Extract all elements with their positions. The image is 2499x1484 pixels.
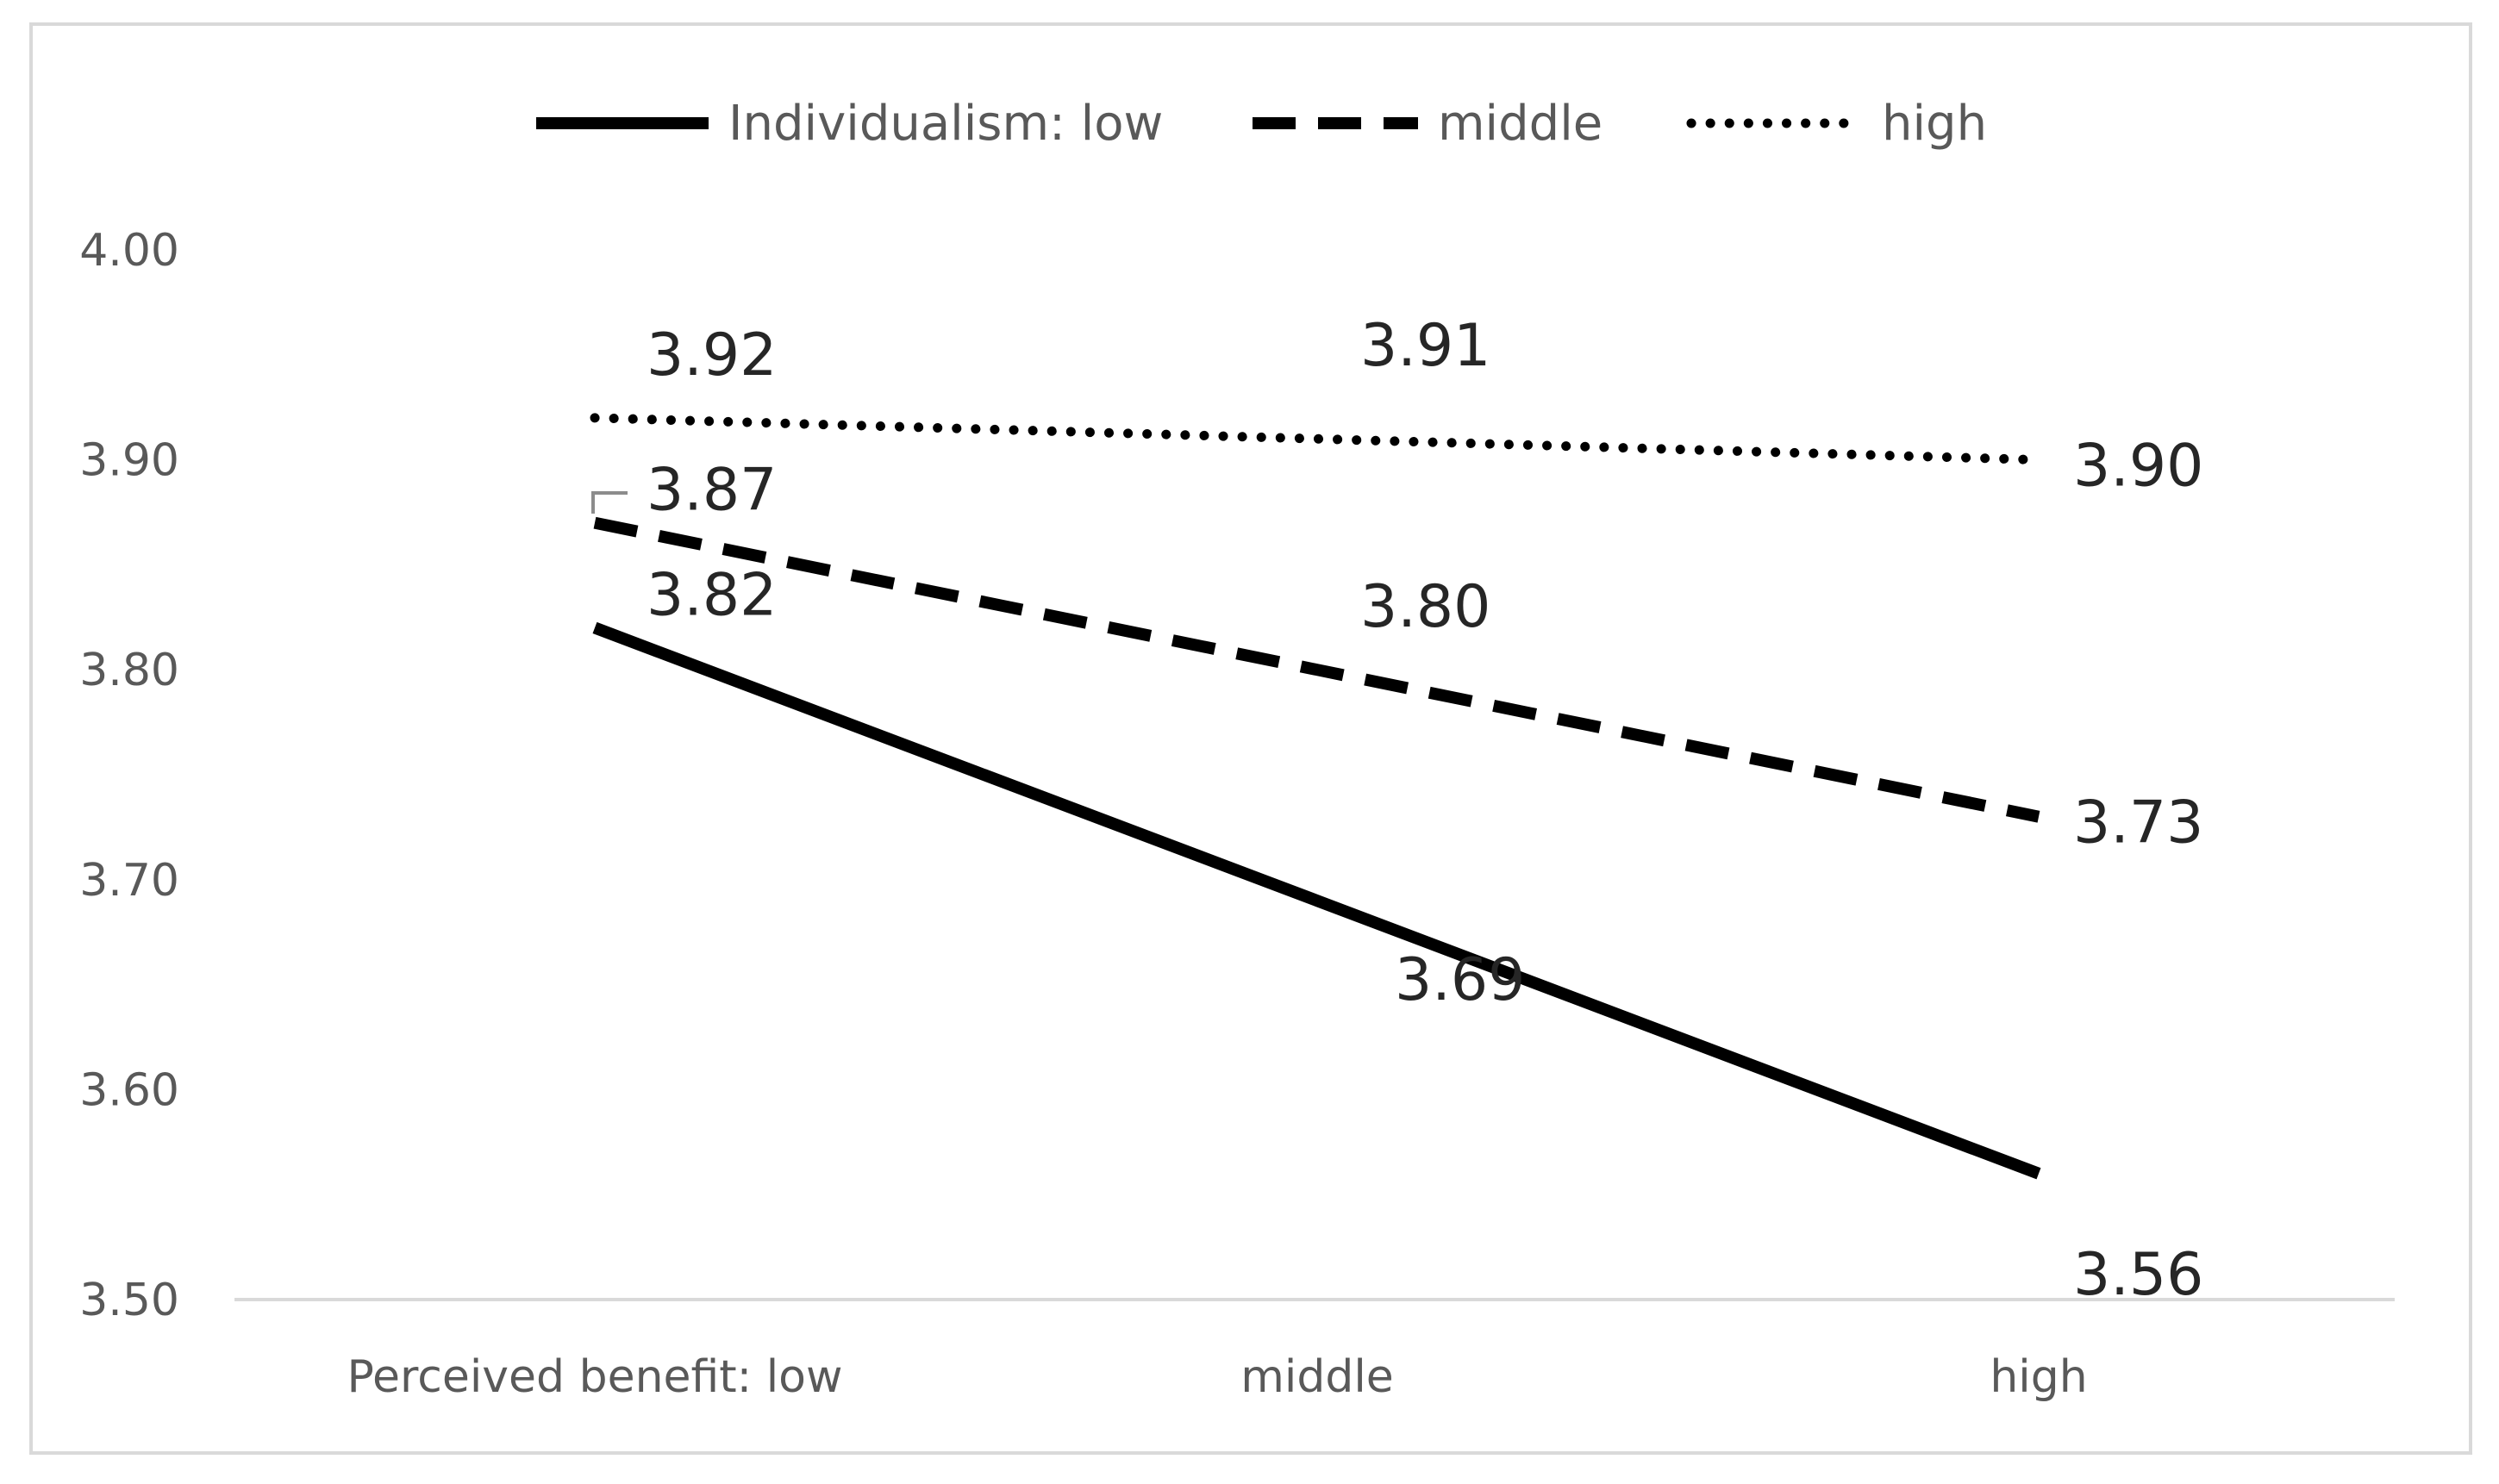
y-axis-ticks: 4.00 3.90 3.80 3.70 3.60 3.50 bbox=[79, 225, 179, 1326]
data-label: 3.73 bbox=[2073, 789, 2203, 857]
data-label: 3.90 bbox=[2073, 433, 2203, 501]
y-tick-label: 3.50 bbox=[79, 1275, 179, 1326]
data-label: 3.69 bbox=[1395, 946, 1525, 1014]
x-tick-label: middle bbox=[1240, 1351, 1394, 1403]
x-axis-ticks: Perceived benefit: low middle high bbox=[347, 1351, 2088, 1403]
series-lines bbox=[590, 413, 2044, 1180]
y-tick-label: 4.00 bbox=[79, 225, 179, 277]
label-leader-line bbox=[591, 491, 628, 514]
y-tick-label: 3.70 bbox=[79, 855, 179, 907]
data-label: 3.92 bbox=[647, 321, 777, 390]
series-line-low bbox=[592, 621, 2041, 1180]
legend-label: middle bbox=[1438, 96, 1602, 152]
data-labels: 3.82 3.69 3.56 3.87 3.80 3.73 3.92 3.91 3.90 bbox=[647, 312, 2203, 1309]
data-label: 3.56 bbox=[2073, 1241, 2203, 1309]
data-label: 3.82 bbox=[647, 561, 777, 629]
data-label: 3.80 bbox=[1360, 573, 1490, 641]
legend-label: high bbox=[1882, 96, 1987, 152]
series-line-high bbox=[590, 413, 2044, 465]
data-label: 3.87 bbox=[647, 457, 777, 525]
x-tick-label: high bbox=[1990, 1351, 2087, 1403]
legend-label: Individualism: low bbox=[728, 96, 1163, 152]
y-tick-label: 3.60 bbox=[79, 1064, 179, 1116]
y-tick-label: 3.80 bbox=[79, 645, 179, 696]
legend: Individualism: low middle high bbox=[536, 96, 1987, 152]
series-line-middle bbox=[593, 516, 2040, 823]
chart-border bbox=[29, 22, 2472, 1455]
y-tick-label: 3.90 bbox=[79, 435, 179, 487]
x-tick-label: Perceived benefit: low bbox=[347, 1351, 843, 1403]
data-label: 3.91 bbox=[1360, 312, 1490, 380]
